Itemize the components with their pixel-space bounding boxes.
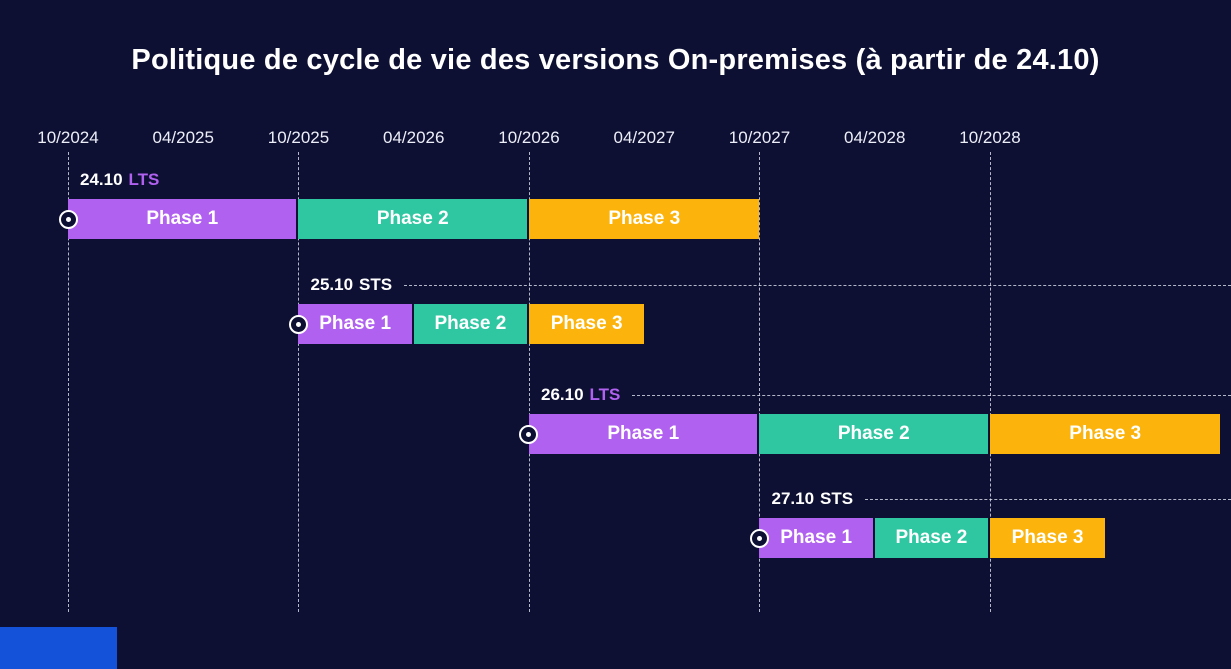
phase-segment: Phase 2 [413, 304, 529, 344]
gridline-vertical [528, 152, 530, 612]
phase-label: Phase 2 [376, 208, 449, 229]
release-type-badge: STS [820, 489, 854, 508]
axis-tick-label: 04/2025 [152, 128, 214, 147]
axis-tick-label: 04/2028 [844, 128, 906, 147]
axis-tick-label: 04/2027 [613, 128, 675, 147]
release-version: 24.10 [80, 170, 123, 189]
phase-label: Phase 2 [434, 313, 507, 334]
phase-segment: Phase 2 [759, 414, 990, 454]
marker-dot [65, 216, 71, 222]
release-version: 26.10 [540, 385, 584, 404]
leader-line [404, 284, 1231, 286]
phase-label: Phase 1 [146, 208, 219, 229]
axis-tick-label: 10/2027 [728, 128, 791, 147]
gridline-vertical [298, 152, 300, 612]
phase-segment: Phase 3 [989, 414, 1221, 454]
phase-segment: Phase 3 [528, 304, 645, 344]
gridline-vertical [68, 152, 69, 612]
phase-label: Phase 3 [1011, 527, 1084, 548]
phase-segment: Phase 1 [528, 414, 760, 454]
release-row-label: 26.10 LTS [541, 383, 1231, 407]
phase-segment: Phase 1 [298, 304, 414, 344]
phase-label: Phase 3 [1069, 423, 1142, 444]
release-row-label: 24.10 LTS [80, 168, 1231, 192]
axis-tick-label: 10/2025 [267, 128, 330, 147]
axis-tick-label: 10/2026 [498, 128, 560, 147]
phase-segment: Phase 1 [759, 518, 875, 558]
phase-segment: Phase 1 [68, 199, 299, 239]
decoration-blue-block [0, 627, 117, 669]
release-row-label: 25.10 STS [310, 273, 1231, 297]
release-type-badge: LTS [589, 385, 621, 404]
phase-segment: Phase 2 [298, 199, 529, 239]
axis-tick-label: 10/2028 [959, 128, 1021, 147]
leader-line [865, 498, 1231, 500]
release-start-marker-icon [288, 314, 308, 334]
phase-label: Phase 1 [607, 423, 680, 444]
phase-label: Phase 2 [837, 423, 910, 444]
phase-segment: Phase 3 [989, 518, 1106, 558]
release-type-badge: STS [359, 275, 393, 294]
phase-label: Phase 1 [780, 527, 853, 548]
release-type-badge: LTS [128, 170, 160, 189]
release-version: 27.10 [771, 489, 815, 508]
marker-dot [756, 535, 762, 541]
axis-tick-label: 10/2024 [37, 128, 99, 147]
gridline-vertical [759, 152, 761, 612]
marker-dot [526, 431, 532, 437]
leader-line [632, 394, 1231, 396]
phase-segment: Phase 3 [528, 199, 760, 239]
release-start-marker-icon [519, 424, 539, 444]
phase-label: Phase 3 [608, 208, 681, 229]
phase-label: Phase 1 [319, 313, 392, 334]
phase-segment: Phase 2 [874, 518, 990, 558]
release-row-label: 27.10 STS [771, 487, 1231, 511]
release-start-marker-icon [58, 209, 78, 229]
marker-dot [295, 321, 301, 327]
axis-tick-label: 04/2026 [383, 128, 445, 147]
phase-label: Phase 3 [550, 313, 623, 334]
gridline-vertical [989, 152, 991, 612]
release-start-marker-icon [749, 528, 769, 548]
release-version: 25.10 [310, 275, 354, 294]
page-title: Politique de cycle de vie des versions O… [131, 44, 1100, 76]
phase-label: Phase 2 [895, 527, 968, 548]
